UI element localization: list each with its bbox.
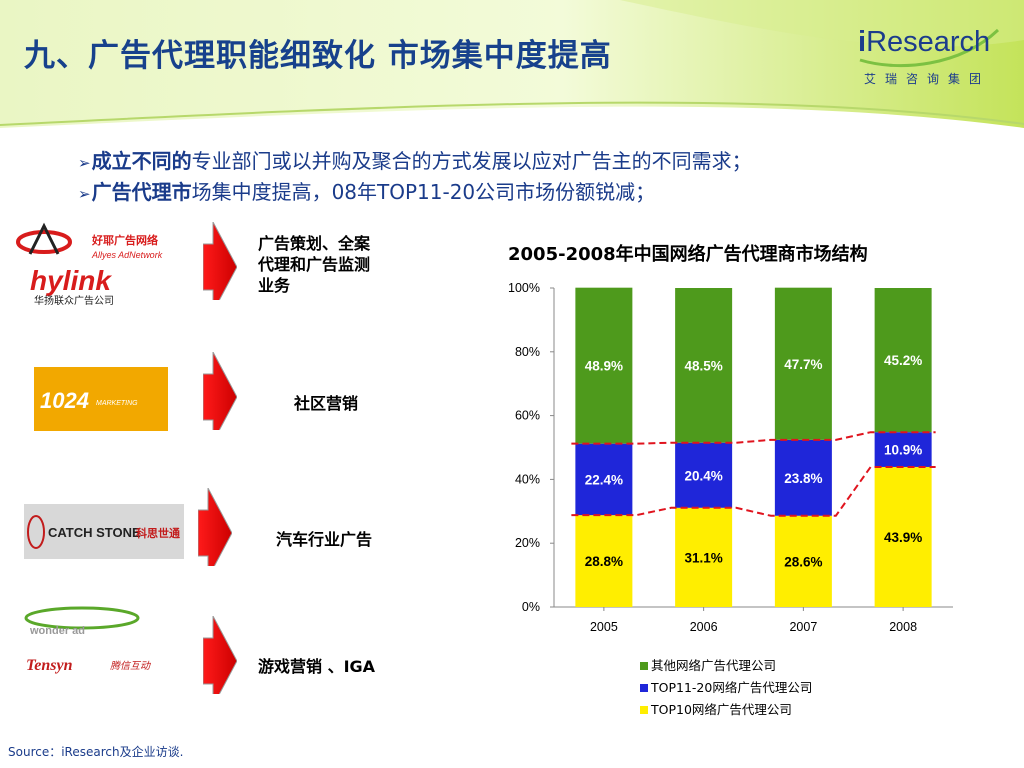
y-tick-label: 0% (522, 600, 540, 614)
service-label-game: 游戏营销 、IGA (258, 657, 376, 676)
chart-title: 2005-2008年中国网络广告代理商市场结构 (508, 244, 868, 265)
y-tick-label: 40% (515, 472, 540, 486)
service-line: 代理和广告监测 (258, 255, 371, 274)
bullet-bold-text: 成立不同的 (91, 149, 192, 173)
logo-1024-sub: MARKETING (96, 400, 138, 407)
bar-data-label: 22.4% (585, 472, 623, 487)
allyes-en-text: Allyes AdNetwork (91, 250, 163, 260)
bar-segment (874, 466, 932, 607)
x-tick-label: 2006 (690, 620, 718, 634)
bar-segment (675, 442, 733, 508)
bar-data-label: 45.2% (884, 353, 922, 368)
x-tick-label: 2005 (590, 620, 618, 634)
bar-segment (874, 288, 932, 433)
red-arrow-icon (198, 488, 232, 566)
tensyn-cn-text: 腾信互动 (110, 660, 151, 672)
y-tick-label: 20% (515, 536, 540, 550)
legend-item-top10: TOP10网络广告代理公司 (640, 699, 812, 721)
bar-segment (575, 515, 633, 607)
bullet-bold-text: 广告代理市 (91, 180, 192, 204)
bar-data-label: 28.8% (585, 554, 623, 569)
x-tick-label: 2008 (889, 620, 917, 634)
allyes-cn-text: 好耶广告网络 (91, 233, 158, 247)
bar-data-label: 20.4% (684, 468, 722, 483)
bar-data-label: 48.5% (684, 358, 722, 373)
bar-segment (675, 507, 733, 607)
tensyn-text: Tensyn (26, 657, 73, 674)
y-tick-label: 60% (515, 409, 540, 423)
logo-research: Research (866, 26, 991, 58)
hylink-cn-text: 华扬联众广告公司 (34, 294, 114, 307)
catchstone-logo: CATCH STONE 科思世通 (24, 504, 184, 559)
bar-segment (575, 287, 633, 444)
bar-data-label: 43.9% (884, 530, 922, 545)
bar-data-label: 28.6% (784, 554, 822, 569)
header-banner: 九、广告代理职能细致化 市场集中度提高 iResearch 艾瑞咨询集团 (0, 0, 1024, 130)
logo-chinese-name: 艾瑞咨询集团 (864, 72, 991, 86)
wonder-logo: wonder ad (24, 606, 140, 637)
bar-data-label: 47.7% (784, 357, 822, 372)
bar-segment (774, 439, 832, 516)
logo-1024-text: 1024 (40, 388, 89, 413)
bar-segment (874, 432, 932, 467)
hylink-text: hylink (30, 265, 112, 296)
x-tick-label: 2007 (789, 620, 817, 634)
service-label-auto: 汽车行业广告 (276, 530, 373, 549)
bar-data-label: 10.9% (884, 443, 922, 458)
allyes-logo: 好耶广告网络 Allyes AdNetwork (16, 222, 163, 260)
legend-label: 其他网络广告代理公司 (651, 658, 777, 673)
red-arrow-icon (203, 222, 237, 300)
bullet-text: 专业部门或以并购及聚合的方式发展以应对广告主的不同需求； (191, 149, 752, 173)
y-tick-label: 100% (508, 281, 540, 295)
bullet-text: 场集中度提高，08年TOP11-20公司市场份额锐减； (191, 180, 656, 204)
bar-data-label: 23.8% (784, 471, 822, 486)
logo-1024: 1024 MARKETING (34, 367, 168, 431)
bullet-arrow-icon: ➢ (78, 154, 91, 172)
tensyn-logo: Tensyn 腾信互动 (26, 657, 151, 674)
legend-swatch (640, 662, 648, 670)
bullet-list: ➢成立不同的专业部门或以并购及聚合的方式发展以应对广告主的不同需求； ➢广告代理… (78, 146, 752, 208)
header-background (0, 0, 1024, 128)
service-line: 广告策划、全案 (258, 234, 371, 253)
chart-legend: 其他网络广告代理公司 TOP11-20网络广告代理公司 TOP10网络广告代理公… (640, 655, 812, 721)
service-label-planning: 广告策划、全案 代理和广告监测 业务 (258, 233, 370, 296)
service-label-community: 社区营销 (294, 394, 359, 413)
company-logos: 好耶广告网络 Allyes AdNetwork hylink 华扬联众广告公司 … (16, 222, 184, 674)
bar-segment (575, 443, 633, 516)
legend-label: TOP11-20网络广告代理公司 (651, 680, 813, 695)
source-note: Source：iResearch及企业访谈. (8, 745, 184, 759)
bar-segment (675, 288, 733, 443)
bullet-item-2: ➢广告代理市场集中度提高，08年TOP11-20公司市场份额锐减； (78, 177, 752, 208)
bullet-item-1: ➢成立不同的专业部门或以并购及聚合的方式发展以应对广告主的不同需求； (78, 146, 752, 177)
y-tick-label: 80% (515, 345, 540, 359)
legend-swatch (640, 684, 648, 692)
bar-segment (774, 515, 832, 607)
logo-swoosh (859, 28, 1000, 68)
legend-label: TOP10网络广告代理公司 (651, 702, 792, 717)
iresearch-logo: iResearch 艾瑞咨询集团 (850, 22, 1010, 92)
guide-line-dashed (571, 465, 936, 517)
bullet-arrow-icon: ➢ (78, 185, 91, 203)
catchstone-cn-text: 科思世通 (136, 526, 180, 540)
wonder-text: wonder ad (29, 625, 85, 637)
red-arrow-icon (203, 352, 237, 430)
guide-line-dashed (571, 431, 936, 445)
catchstone-text: CATCH STONE (48, 525, 141, 540)
bar-segment (774, 287, 832, 440)
service-line: 业务 (258, 276, 291, 295)
logo-i: i (858, 26, 867, 58)
red-arrow-icon (203, 616, 237, 694)
legend-swatch (640, 706, 648, 714)
bar-data-label: 31.1% (684, 550, 722, 565)
legend-item-other: 其他网络广告代理公司 (640, 655, 812, 677)
hylink-logo: hylink 华扬联众广告公司 (30, 265, 114, 307)
bar-data-label: 48.9% (585, 359, 623, 374)
page-title: 九、广告代理职能细致化 市场集中度提高 (24, 38, 612, 74)
legend-item-top11-20: TOP11-20网络广告代理公司 (640, 677, 812, 699)
